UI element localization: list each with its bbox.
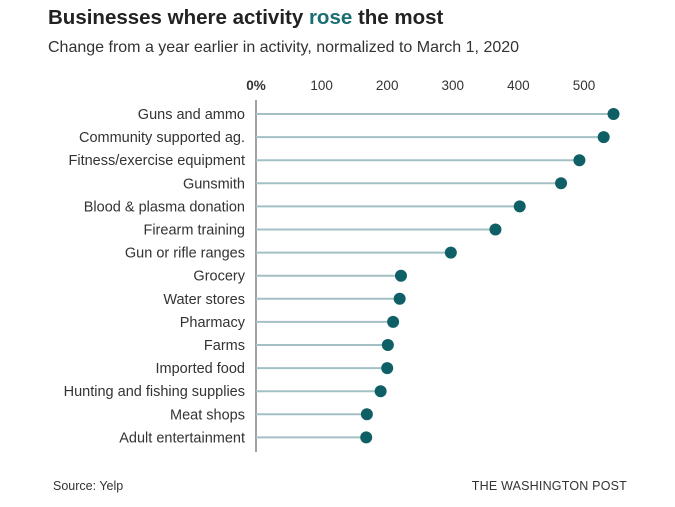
source-note: Source: Yelp — [53, 479, 124, 493]
x-axis-ticks: 0% 100 200 300 400 500 — [246, 78, 595, 93]
category-label-firearm-training: Firearm training — [143, 223, 245, 239]
chart-title-accent: rose — [308, 6, 353, 29]
category-label-hunting-and-fishing-supplies: Hunting and fishing supplies — [64, 384, 245, 400]
x-tick-label-0: 0% — [246, 78, 266, 93]
category-label-pharmacy: Pharmacy — [180, 315, 246, 331]
dot-gunsmith — [555, 177, 568, 190]
category-label-community-supported-ag: Community supported ag. — [79, 130, 245, 146]
dot-imported-food — [381, 362, 394, 375]
dot-hunting-and-fishing-supplies — [374, 385, 387, 398]
chart-title: Businesses where activity rose the most — [48, 6, 443, 30]
category-label-meat-shops: Meat shops — [170, 407, 245, 423]
dot-guns-and-ammo — [607, 108, 620, 120]
dot-blood-plasma-donation — [513, 200, 526, 213]
dot-community-supported-ag — [597, 131, 610, 144]
dot-meat-shops — [360, 408, 373, 421]
dot-fitness-exercise-equipment — [573, 154, 586, 167]
lollipop-chart: 0% 100 200 300 400 500 Guns and ammo Community… — [64, 78, 620, 452]
category-label-adult-entertainment: Adult entertainment — [119, 430, 245, 446]
category-label-gun-or-rifle-ranges: Gun or rifle ranges — [125, 246, 245, 262]
dot-water-stores — [393, 292, 406, 305]
dot-adult-entertainment — [360, 431, 373, 444]
x-tick-label-500: 500 — [573, 78, 596, 93]
chart-title-part2: the most — [352, 6, 444, 29]
category-label-gunsmith: Gunsmith — [183, 176, 245, 192]
x-tick-label-300: 300 — [442, 78, 465, 93]
publisher-credit: THE WASHINGTON POST — [471, 479, 627, 493]
category-labels: Guns and ammo Community supported ag. Fitn… — [64, 107, 246, 446]
category-label-guns-and-ammo: Guns and ammo — [138, 107, 245, 123]
category-label-farms: Farms — [204, 338, 245, 354]
category-label-fitness-exercise-equipment: Fitness/exercise equipment — [69, 153, 246, 169]
lollipop-dots — [360, 108, 620, 444]
dot-grocery — [394, 269, 407, 282]
category-label-imported-food: Imported food — [156, 361, 245, 377]
dot-farms — [381, 339, 394, 351]
category-label-water-stores: Water stores — [163, 292, 245, 308]
lollipop-stems — [256, 113, 614, 439]
dot-gun-or-rifle-ranges — [444, 246, 457, 259]
category-label-blood-plasma-donation: Blood & plasma donation — [84, 199, 245, 215]
dot-pharmacy — [387, 315, 400, 328]
category-label-grocery: Grocery — [193, 269, 245, 285]
chart-title-part1: Businesses where activity — [48, 6, 309, 29]
x-tick-label-200: 200 — [376, 78, 399, 93]
dot-firearm-training — [489, 223, 502, 236]
x-tick-label-100: 100 — [310, 78, 333, 93]
chart-subtitle: Change from a year earlier in activity, … — [48, 39, 520, 56]
x-tick-label-400: 400 — [507, 78, 530, 93]
